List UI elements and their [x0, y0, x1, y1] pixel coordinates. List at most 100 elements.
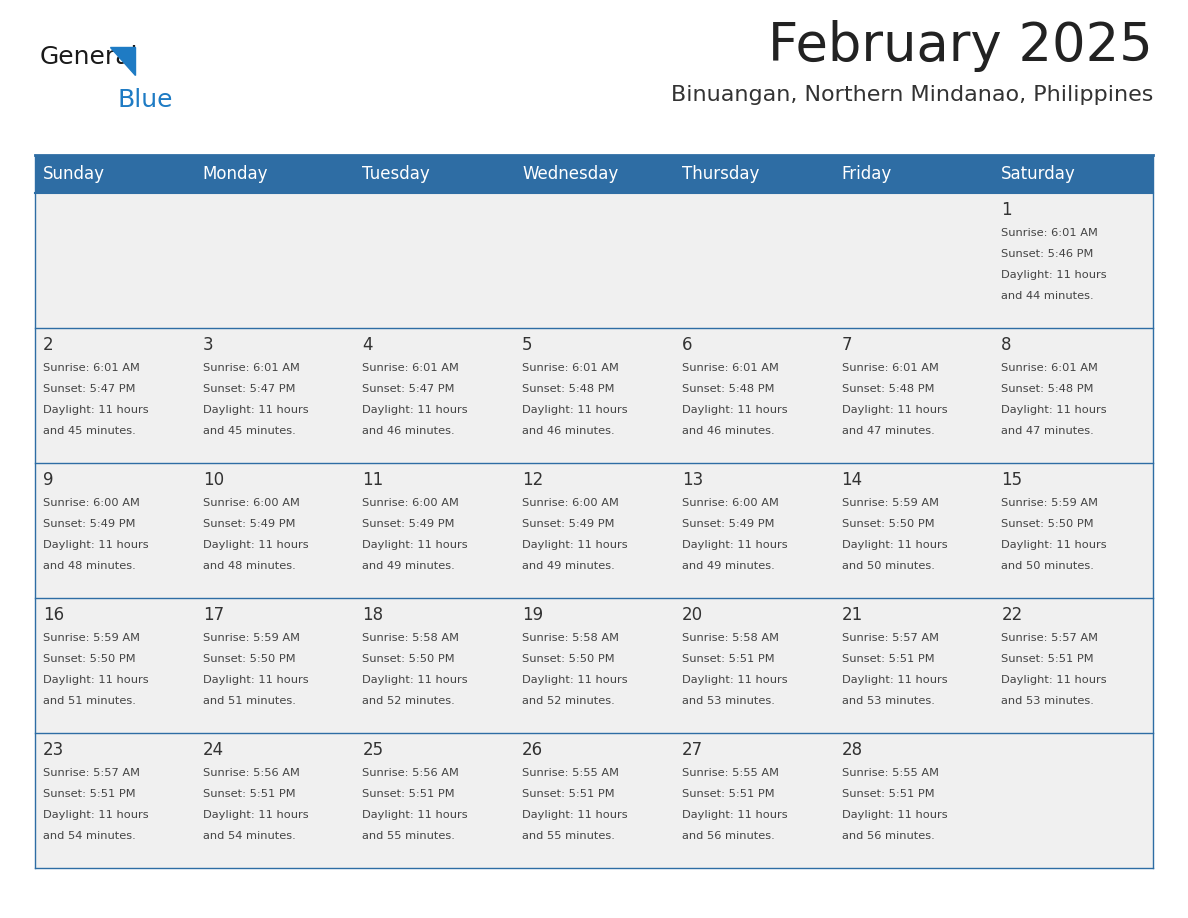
Text: Sunset: 5:49 PM: Sunset: 5:49 PM — [203, 519, 295, 529]
Text: Sunset: 5:49 PM: Sunset: 5:49 PM — [43, 519, 135, 529]
Text: 8: 8 — [1001, 336, 1012, 354]
Text: Sunset: 5:51 PM: Sunset: 5:51 PM — [841, 654, 934, 664]
Text: Sunrise: 6:01 AM: Sunrise: 6:01 AM — [362, 364, 460, 373]
Text: Daylight: 11 hours: Daylight: 11 hours — [203, 810, 309, 820]
Bar — [834, 328, 993, 463]
Text: and 49 minutes.: and 49 minutes. — [523, 561, 615, 571]
Text: Daylight: 11 hours: Daylight: 11 hours — [682, 675, 788, 685]
Text: Daylight: 11 hours: Daylight: 11 hours — [43, 405, 148, 415]
Text: Daylight: 11 hours: Daylight: 11 hours — [362, 675, 468, 685]
Text: and 53 minutes.: and 53 minutes. — [1001, 696, 1094, 706]
Polygon shape — [110, 47, 135, 75]
Bar — [354, 328, 514, 463]
Bar — [674, 463, 834, 598]
Text: and 47 minutes.: and 47 minutes. — [841, 426, 934, 436]
Text: Daylight: 11 hours: Daylight: 11 hours — [682, 540, 788, 550]
Text: 26: 26 — [523, 741, 543, 759]
Text: Sunset: 5:49 PM: Sunset: 5:49 PM — [682, 519, 775, 529]
Text: and 49 minutes.: and 49 minutes. — [362, 561, 455, 571]
Bar — [34, 598, 195, 733]
Text: Daylight: 11 hours: Daylight: 11 hours — [523, 540, 627, 550]
Text: Sunrise: 6:01 AM: Sunrise: 6:01 AM — [203, 364, 299, 373]
Text: and 56 minutes.: and 56 minutes. — [682, 831, 775, 841]
Text: 15: 15 — [1001, 471, 1023, 489]
Bar — [514, 328, 674, 463]
Bar — [195, 598, 354, 733]
Text: Sunrise: 5:55 AM: Sunrise: 5:55 AM — [682, 768, 779, 778]
Bar — [354, 155, 514, 193]
Text: Tuesday: Tuesday — [362, 165, 430, 183]
Text: and 51 minutes.: and 51 minutes. — [203, 696, 296, 706]
Text: Daylight: 11 hours: Daylight: 11 hours — [523, 675, 627, 685]
Text: and 47 minutes.: and 47 minutes. — [1001, 426, 1094, 436]
Text: 27: 27 — [682, 741, 703, 759]
Bar — [354, 193, 514, 328]
Text: Thursday: Thursday — [682, 165, 759, 183]
Text: Sunset: 5:51 PM: Sunset: 5:51 PM — [203, 789, 296, 799]
Bar — [514, 733, 674, 868]
Text: Daylight: 11 hours: Daylight: 11 hours — [43, 675, 148, 685]
Bar — [674, 733, 834, 868]
Text: Sunrise: 6:00 AM: Sunrise: 6:00 AM — [203, 498, 299, 508]
Text: February 2025: February 2025 — [769, 20, 1154, 72]
Text: and 49 minutes.: and 49 minutes. — [682, 561, 775, 571]
Text: 9: 9 — [43, 471, 53, 489]
Text: 7: 7 — [841, 336, 852, 354]
Text: Daylight: 11 hours: Daylight: 11 hours — [43, 810, 148, 820]
Text: Sunrise: 5:59 AM: Sunrise: 5:59 AM — [841, 498, 939, 508]
Text: Wednesday: Wednesday — [523, 165, 619, 183]
Text: Sunset: 5:47 PM: Sunset: 5:47 PM — [43, 384, 135, 394]
Text: Sunrise: 6:00 AM: Sunrise: 6:00 AM — [523, 498, 619, 508]
Text: Sunset: 5:48 PM: Sunset: 5:48 PM — [1001, 384, 1094, 394]
Text: 3: 3 — [203, 336, 214, 354]
Text: and 50 minutes.: and 50 minutes. — [841, 561, 935, 571]
Text: 21: 21 — [841, 606, 862, 624]
Text: and 46 minutes.: and 46 minutes. — [362, 426, 455, 436]
Text: Sunrise: 6:01 AM: Sunrise: 6:01 AM — [841, 364, 939, 373]
Text: 13: 13 — [682, 471, 703, 489]
Text: Daylight: 11 hours: Daylight: 11 hours — [682, 810, 788, 820]
Bar — [514, 598, 674, 733]
Text: Sunset: 5:50 PM: Sunset: 5:50 PM — [362, 654, 455, 664]
Text: Sunset: 5:47 PM: Sunset: 5:47 PM — [362, 384, 455, 394]
Text: Daylight: 11 hours: Daylight: 11 hours — [841, 405, 947, 415]
Bar — [34, 193, 195, 328]
Bar — [354, 463, 514, 598]
Text: Daylight: 11 hours: Daylight: 11 hours — [1001, 675, 1107, 685]
Text: Sunrise: 5:57 AM: Sunrise: 5:57 AM — [43, 768, 140, 778]
Text: Sunset: 5:51 PM: Sunset: 5:51 PM — [841, 789, 934, 799]
Text: Sunrise: 5:58 AM: Sunrise: 5:58 AM — [682, 633, 779, 644]
Text: Sunrise: 5:55 AM: Sunrise: 5:55 AM — [523, 768, 619, 778]
Text: General: General — [40, 45, 139, 69]
Bar — [834, 193, 993, 328]
Bar — [834, 155, 993, 193]
Text: Sunrise: 6:01 AM: Sunrise: 6:01 AM — [1001, 364, 1098, 373]
Text: Sunrise: 5:59 AM: Sunrise: 5:59 AM — [203, 633, 299, 644]
Bar — [993, 598, 1154, 733]
Text: Sunrise: 5:59 AM: Sunrise: 5:59 AM — [1001, 498, 1098, 508]
Text: Daylight: 11 hours: Daylight: 11 hours — [841, 675, 947, 685]
Text: and 52 minutes.: and 52 minutes. — [362, 696, 455, 706]
Text: 25: 25 — [362, 741, 384, 759]
Bar — [354, 598, 514, 733]
Text: and 51 minutes.: and 51 minutes. — [43, 696, 135, 706]
Bar — [34, 328, 195, 463]
Text: Daylight: 11 hours: Daylight: 11 hours — [203, 405, 309, 415]
Text: Sunset: 5:50 PM: Sunset: 5:50 PM — [523, 654, 614, 664]
Text: Sunrise: 6:00 AM: Sunrise: 6:00 AM — [362, 498, 460, 508]
Text: Sunset: 5:46 PM: Sunset: 5:46 PM — [1001, 249, 1094, 259]
Bar — [195, 155, 354, 193]
Text: and 55 minutes.: and 55 minutes. — [362, 831, 455, 841]
Text: Sunrise: 6:01 AM: Sunrise: 6:01 AM — [523, 364, 619, 373]
Text: 28: 28 — [841, 741, 862, 759]
Text: and 48 minutes.: and 48 minutes. — [43, 561, 135, 571]
Text: Sunrise: 5:59 AM: Sunrise: 5:59 AM — [43, 633, 140, 644]
Text: Sunrise: 6:01 AM: Sunrise: 6:01 AM — [43, 364, 140, 373]
Text: Sunset: 5:50 PM: Sunset: 5:50 PM — [203, 654, 296, 664]
Text: 5: 5 — [523, 336, 532, 354]
Bar — [34, 733, 195, 868]
Text: Sunset: 5:50 PM: Sunset: 5:50 PM — [1001, 519, 1094, 529]
Text: 24: 24 — [203, 741, 223, 759]
Text: Sunset: 5:50 PM: Sunset: 5:50 PM — [841, 519, 934, 529]
Text: Sunrise: 5:57 AM: Sunrise: 5:57 AM — [841, 633, 939, 644]
